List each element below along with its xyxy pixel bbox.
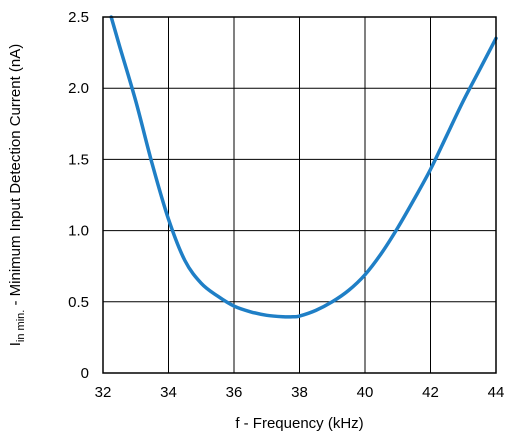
- series-group: [109, 15, 498, 319]
- x-tick-labels: 32 34 36 38 40 42 44: [95, 384, 505, 401]
- x-tick-label: 32: [95, 384, 112, 401]
- y-axis-label-subscript: in min.: [15, 310, 27, 342]
- y-axis-label-text: - Minimum Input Detection Current (nA): [7, 44, 24, 310]
- x-tick-label: 36: [226, 384, 243, 401]
- x-tick-label: 44: [488, 384, 505, 401]
- y-tick-label: 1.5: [68, 151, 89, 168]
- x-tick-label: 42: [422, 384, 439, 401]
- y-tick-label: 0.5: [68, 294, 89, 311]
- series-line: [109, 15, 498, 319]
- y-tick-label: 2.5: [68, 9, 89, 26]
- y-tick-label: 2.0: [68, 80, 89, 97]
- y-axis-label: Iin min. - Minimum Input Detection Curre…: [7, 44, 27, 347]
- y-tick-labels: 0 0.5 1.0 1.5 2.0 2.5: [68, 9, 89, 382]
- y-tick-label: 0: [81, 365, 89, 382]
- x-tick-label: 40: [357, 384, 374, 401]
- x-tick-label: 38: [291, 384, 308, 401]
- y-axis-label-symbol: I: [7, 342, 24, 346]
- x-tick-label: 34: [160, 384, 177, 401]
- y-tick-label: 1.0: [68, 223, 89, 240]
- plot-area-frame: [102, 16, 497, 374]
- x-axis-label: f - Frequency (kHz): [235, 415, 363, 432]
